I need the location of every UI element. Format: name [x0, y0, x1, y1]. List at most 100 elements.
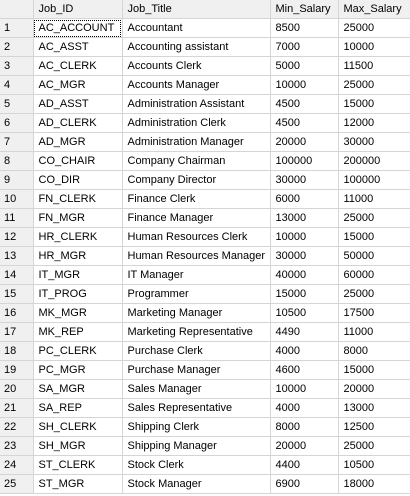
cell-job-id[interactable]: ST_CLERK	[33, 455, 123, 475]
row-number-cell[interactable]: 16	[0, 303, 34, 323]
cell-max-salary[interactable]: 15000	[338, 227, 410, 247]
cell-job-title[interactable]: Programmer	[122, 284, 271, 304]
cell-job-title[interactable]: Purchase Clerk	[122, 341, 271, 361]
cell-min-salary[interactable]: 4600	[270, 360, 339, 380]
cell-max-salary[interactable]: 50000	[338, 246, 410, 266]
cell-job-title[interactable]: Stock Clerk	[122, 455, 271, 475]
cell-min-salary[interactable]: 20000	[270, 436, 339, 456]
cell-job-id[interactable]: AC_MGR	[33, 75, 123, 95]
column-header-job-id[interactable]: Job_ID	[33, 0, 123, 19]
cell-job-title[interactable]: Marketing Manager	[122, 303, 271, 323]
table-row[interactable]: 5 AD_ASST Administration Assistant 4500 1500…	[0, 94, 410, 114]
table-row[interactable]: 13 HR_MGR Human Resources Manager 30000 5000…	[0, 246, 410, 266]
cell-job-title[interactable]: Finance Clerk	[122, 189, 271, 209]
row-number-cell[interactable]: 1	[0, 18, 34, 38]
column-header-min-salary[interactable]: Min_Salary	[270, 0, 339, 19]
row-number-cell[interactable]: 15	[0, 284, 34, 304]
cell-job-title[interactable]: Purchase Manager	[122, 360, 271, 380]
cell-job-title[interactable]: Administration Assistant	[122, 94, 271, 114]
row-number-cell[interactable]: 5	[0, 94, 34, 114]
cell-max-salary[interactable]: 25000	[338, 75, 410, 95]
cell-min-salary[interactable]: 13000	[270, 208, 339, 228]
cell-job-id[interactable]: FN_MGR	[33, 208, 123, 228]
cell-job-title[interactable]: Human Resources Manager	[122, 246, 271, 266]
cell-max-salary[interactable]: 11000	[338, 189, 410, 209]
row-number-cell[interactable]: 4	[0, 75, 34, 95]
row-number-cell[interactable]: 10	[0, 189, 34, 209]
cell-job-id[interactable]: SH_CLERK	[33, 417, 123, 437]
cell-job-id[interactable]: ST_MGR	[33, 474, 123, 494]
row-number-cell[interactable]: 20	[0, 379, 34, 399]
cell-min-salary[interactable]: 20000	[270, 132, 339, 152]
cell-job-title[interactable]: Accounts Clerk	[122, 56, 271, 76]
row-number-cell[interactable]: 14	[0, 265, 34, 285]
cell-job-id[interactable]: SH_MGR	[33, 436, 123, 456]
cell-min-salary[interactable]: 100000	[270, 151, 339, 171]
cell-job-id[interactable]: HR_CLERK	[33, 227, 123, 247]
cell-min-salary[interactable]: 4000	[270, 398, 339, 418]
cell-max-salary[interactable]: 12500	[338, 417, 410, 437]
cell-job-title[interactable]: Human Resources Clerk	[122, 227, 271, 247]
cell-job-id[interactable]: AD_CLERK	[33, 113, 123, 133]
row-number-cell[interactable]: 2	[0, 37, 34, 57]
cell-job-id[interactable]: PC_CLERK	[33, 341, 123, 361]
row-number-cell[interactable]: 17	[0, 322, 34, 342]
cell-job-id[interactable]: AD_MGR	[33, 132, 123, 152]
table-row[interactable]: 16 MK_MGR Marketing Manager 10500 17500	[0, 303, 410, 323]
cell-job-title[interactable]: Accounts Manager	[122, 75, 271, 95]
cell-max-salary[interactable]: 8000	[338, 341, 410, 361]
cell-job-id[interactable]: MK_REP	[33, 322, 123, 342]
table-row[interactable]: 18 PC_CLERK Purchase Clerk 4000 8000	[0, 341, 410, 361]
cell-min-salary[interactable]: 10000	[270, 379, 339, 399]
cell-job-title[interactable]: Administration Clerk	[122, 113, 271, 133]
cell-min-salary[interactable]: 6000	[270, 189, 339, 209]
row-number-cell[interactable]: 21	[0, 398, 34, 418]
table-row[interactable]: 22 SH_CLERK Shipping Clerk 8000 12500	[0, 417, 410, 437]
cell-job-title[interactable]: Sales Manager	[122, 379, 271, 399]
cell-job-id[interactable]: SA_MGR	[33, 379, 123, 399]
cell-job-id[interactable]: IT_PROG	[33, 284, 123, 304]
cell-job-title[interactable]: Company Chairman	[122, 151, 271, 171]
row-number-cell[interactable]: 6	[0, 113, 34, 133]
cell-job-title[interactable]: Shipping Clerk	[122, 417, 271, 437]
cell-min-salary[interactable]: 5000	[270, 56, 339, 76]
cell-job-id[interactable]: SA_REP	[33, 398, 123, 418]
row-number-cell[interactable]: 8	[0, 151, 34, 171]
cell-max-salary[interactable]: 20000	[338, 379, 410, 399]
cell-min-salary[interactable]: 4500	[270, 113, 339, 133]
table-row[interactable]: 25 ST_MGR Stock Manager 6900 18000	[0, 474, 410, 494]
cell-min-salary[interactable]: 6900	[270, 474, 339, 494]
cell-job-title[interactable]: IT Manager	[122, 265, 271, 285]
table-row[interactable]: 10 FN_CLERK Finance Clerk 6000 11000	[0, 189, 410, 209]
cell-job-title[interactable]: Stock Manager	[122, 474, 271, 494]
cell-max-salary[interactable]: 10500	[338, 455, 410, 475]
cell-job-title[interactable]: Accountant	[122, 18, 271, 38]
cell-max-salary[interactable]: 30000	[338, 132, 410, 152]
column-header-job-title[interactable]: Job_Title	[122, 0, 271, 19]
cell-job-id[interactable]: AC_ASST	[33, 37, 123, 57]
cell-max-salary[interactable]: 200000	[338, 151, 410, 171]
cell-max-salary[interactable]: 100000	[338, 170, 410, 190]
row-number-cell[interactable]: 19	[0, 360, 34, 380]
cell-max-salary[interactable]: 15000	[338, 360, 410, 380]
table-row[interactable]: 6 AD_CLERK Administration Clerk 4500 12000	[0, 113, 410, 133]
cell-max-salary[interactable]: 10000	[338, 37, 410, 57]
cell-job-id[interactable]: CO_DIR	[33, 170, 123, 190]
cell-max-salary[interactable]: 25000	[338, 284, 410, 304]
cell-min-salary[interactable]: 4000	[270, 341, 339, 361]
row-number-cell[interactable]: 24	[0, 455, 34, 475]
row-number-cell[interactable]: 11	[0, 208, 34, 228]
cell-job-id[interactable]: PC_MGR	[33, 360, 123, 380]
cell-min-salary[interactable]: 10000	[270, 227, 339, 247]
table-row[interactable]: 14 IT_MGR IT Manager 40000 60000	[0, 265, 410, 285]
cell-job-id[interactable]: MK_MGR	[33, 303, 123, 323]
row-number-cell[interactable]: 3	[0, 56, 34, 76]
table-row[interactable]: 4 AC_MGR Accounts Manager 10000 25000	[0, 75, 410, 95]
table-row[interactable]: 3 AC_CLERK Accounts Clerk 5000 11500	[0, 56, 410, 76]
table-row[interactable]: 17 MK_REP Marketing Representative 4490 1100…	[0, 322, 410, 342]
table-row[interactable]: 19 PC_MGR Purchase Manager 4600 15000	[0, 360, 410, 380]
cell-min-salary[interactable]: 10500	[270, 303, 339, 323]
cell-min-salary[interactable]: 30000	[270, 170, 339, 190]
cell-max-salary[interactable]: 25000	[338, 208, 410, 228]
cell-min-salary[interactable]: 40000	[270, 265, 339, 285]
